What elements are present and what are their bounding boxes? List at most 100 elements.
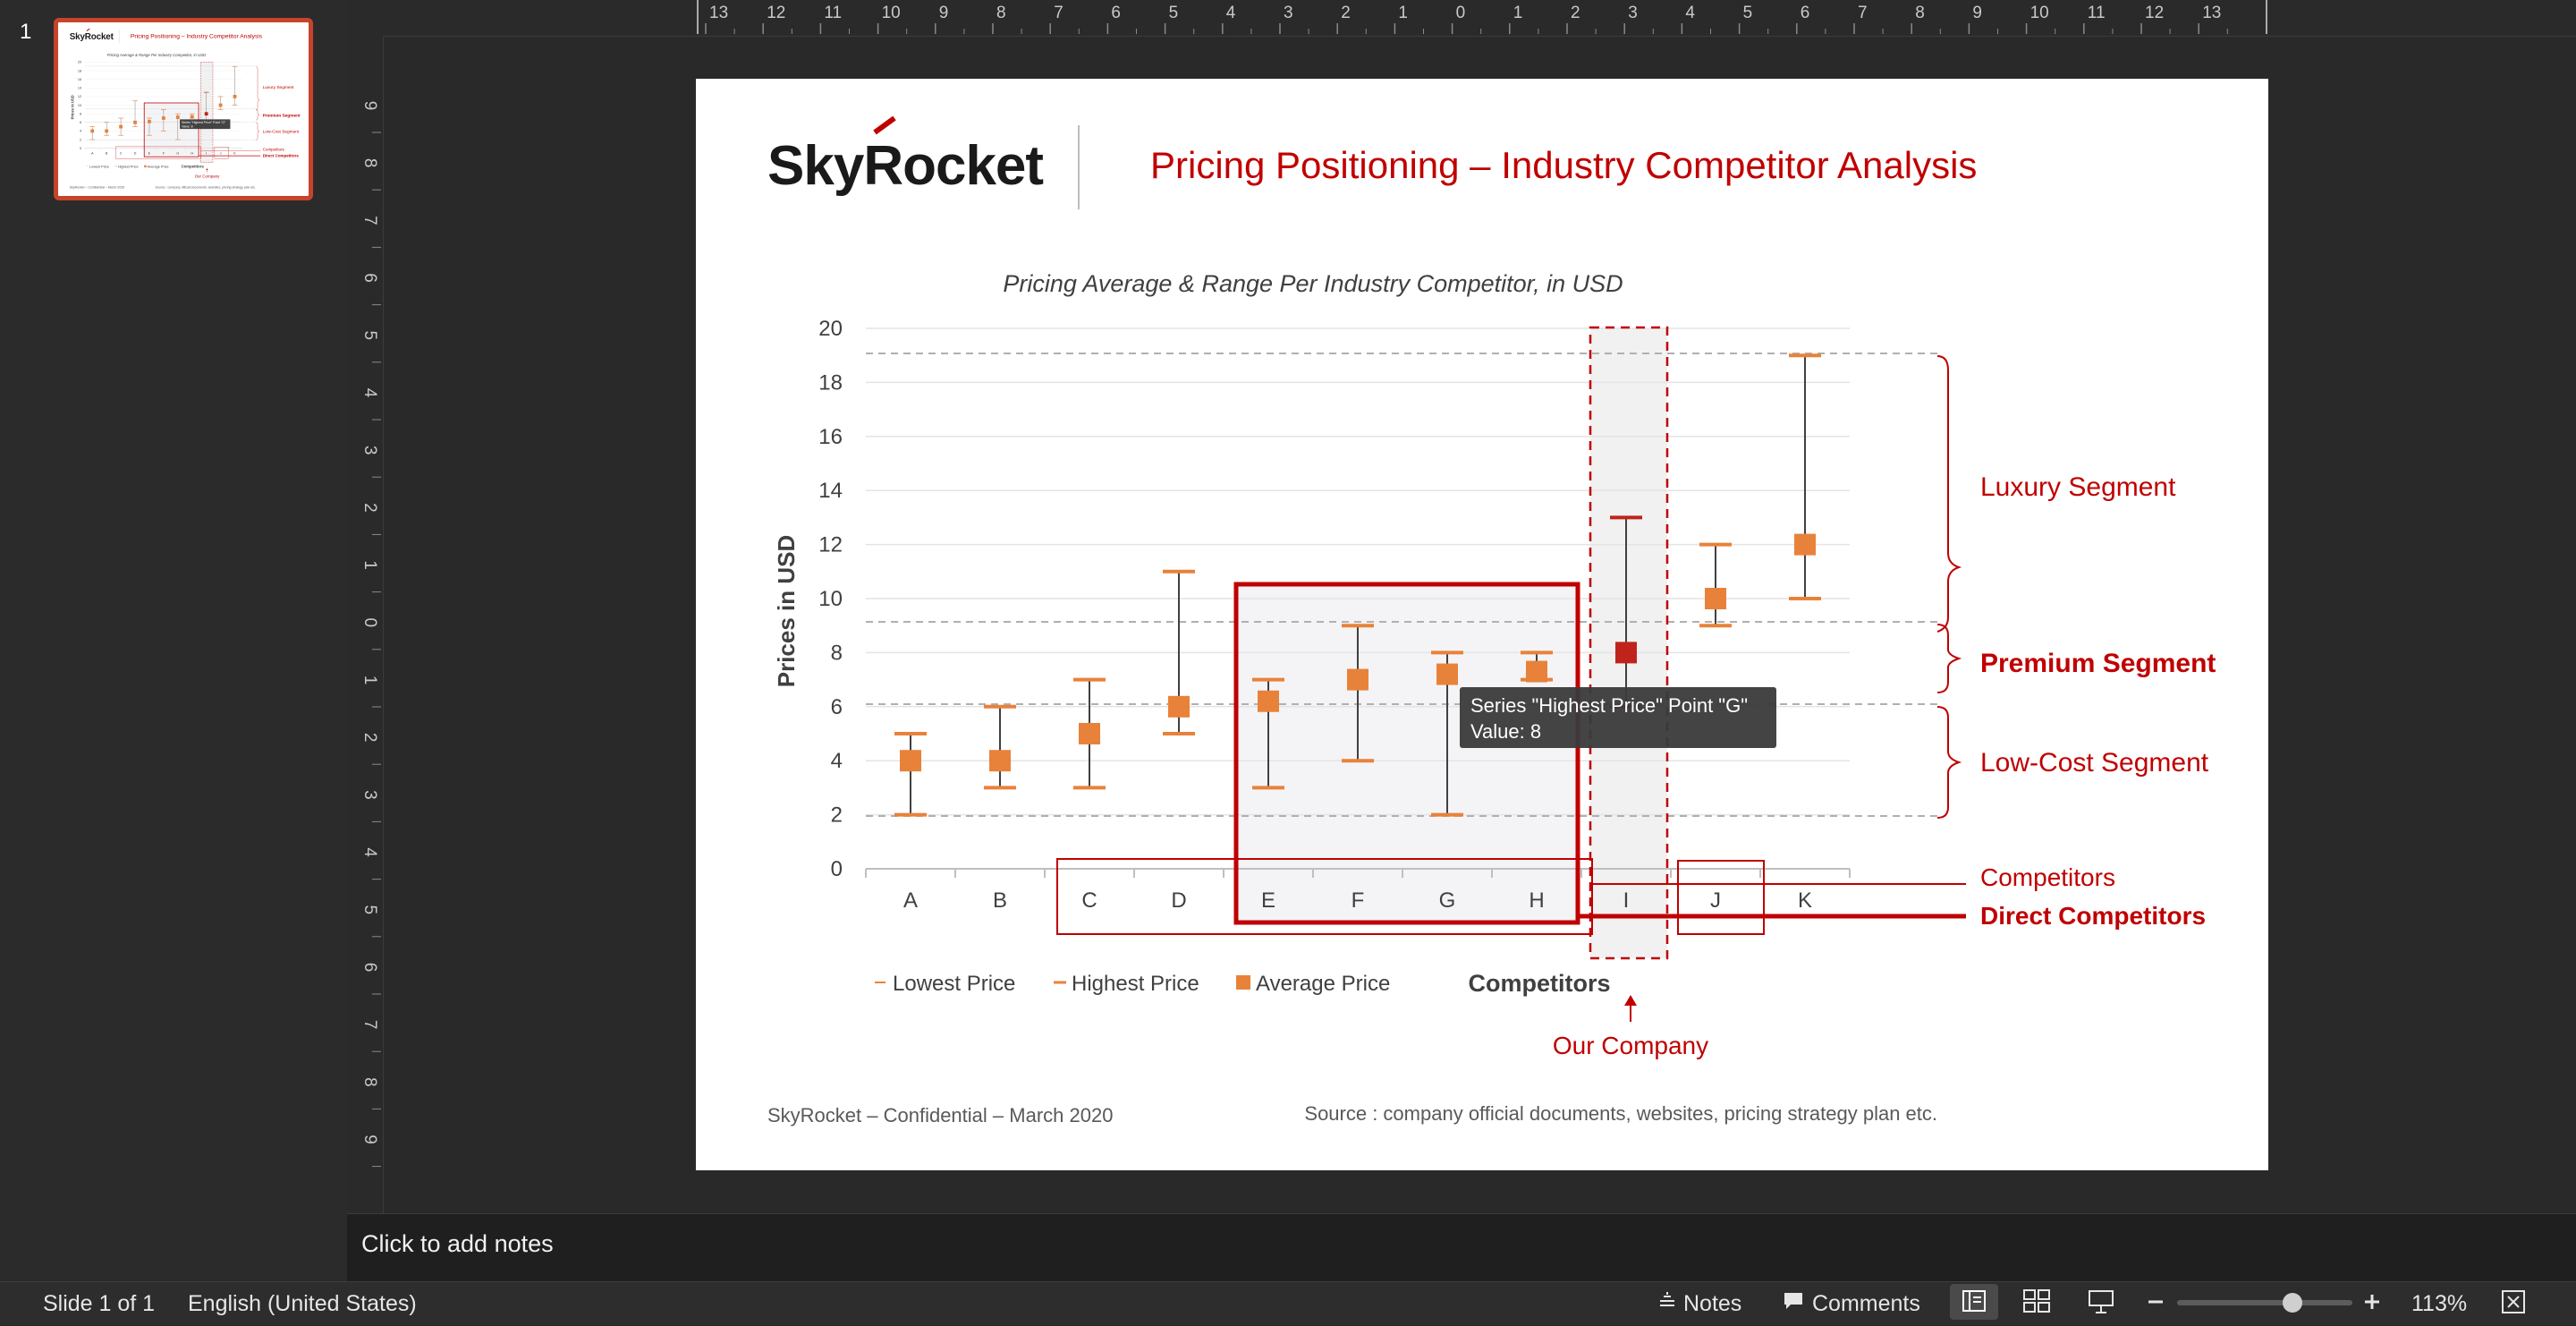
luxury-brace (256, 66, 260, 111)
average-price-point[interactable] (218, 103, 223, 107)
average-price-point[interactable] (175, 115, 180, 119)
notes-button[interactable]: Notes (1683, 1291, 1742, 1316)
vertical-ruler[interactable]: 9 8 7 6 5 4 3 2 1 0 1 2 3 4 5 6 7 8 9 (347, 36, 384, 1213)
our-company-callout: Our Company (195, 174, 220, 179)
premium-brace (256, 109, 260, 121)
ruler-label: 8 (996, 4, 1006, 22)
average-price-point[interactable] (148, 119, 151, 123)
vertical-ruler-ticks: 9 8 7 6 5 4 3 2 1 0 1 2 3 4 5 6 7 8 9 (360, 101, 381, 1168)
ruler-label: 2 (1341, 4, 1351, 22)
average-price-point[interactable] (1794, 533, 1816, 556)
ruler-label: 13 (2202, 4, 2221, 22)
average-price-point[interactable] (190, 115, 194, 119)
average-price-point[interactable] (1526, 660, 1547, 683)
slide-content: SkyRocket Pricing Positioning – Industry… (767, 115, 2216, 1126)
ruler-label: 8 (360, 158, 379, 168)
luxury-segment-label: Luxury Segment (263, 85, 294, 90)
ruler-label: 1 (360, 676, 379, 685)
average-price-point[interactable] (1168, 695, 1190, 718)
comments-icon[interactable] (1782, 1289, 1805, 1319)
average-price-point[interactable] (989, 750, 1011, 772)
average-price-point[interactable] (1615, 642, 1637, 664)
average-price-point[interactable] (233, 95, 237, 98)
average-price-point[interactable] (1436, 663, 1458, 685)
y-tick-label: 14 (818, 479, 843, 503)
ruler-label: 7 (360, 1020, 379, 1030)
ruler-label: 3 (1628, 4, 1638, 22)
ruler-label: 12 (767, 4, 785, 22)
x-tick-label: E (148, 152, 151, 156)
ruler-label: 4 (1226, 4, 1236, 22)
legend-average-label: Average Price (1256, 972, 1390, 996)
footer-left: SkyRocket – Confidential – March 2020 (767, 1104, 1113, 1126)
our-company-box (200, 62, 214, 163)
horizontal-ruler[interactable]: 13 12 11 10 9 8 7 6 5 4 3 2 1 0 1 2 3 4 5 6 7 8 9 10 11 12 13 (347, 0, 2576, 37)
ruler-label: 6 (1111, 4, 1121, 22)
ruler-label: 2 (360, 733, 379, 743)
slide-thumbnail[interactable]: SkyRocket Pricing Positioning – Industry… (54, 18, 313, 200)
x-tick-label: J (1710, 888, 1721, 913)
y-tick-label: 12 (818, 533, 843, 557)
average-price-point[interactable] (1705, 588, 1726, 609)
tooltip-line-2: Value: 8 (1470, 720, 1541, 743)
logo-text: SkyRocket (70, 32, 114, 42)
x-tick-label: C (120, 152, 123, 156)
average-price-point[interactable] (1347, 668, 1368, 691)
logo-text: SkyRocket (767, 135, 1043, 197)
lowcost-segment-label: Low-Cost Segment (1980, 748, 2209, 778)
x-tick-label: D (1171, 888, 1186, 913)
ruler-label: 1 (1398, 4, 1408, 22)
zoom-out-icon[interactable] (2147, 1291, 2165, 1317)
average-price-point[interactable] (1258, 690, 1279, 712)
competitor-j-box (214, 147, 229, 159)
thumbnail-pane: 1 SkyRocket Pricing Positioning – Indust… (0, 0, 347, 1281)
ruler-label: 7 (360, 216, 379, 225)
slide-sorter-icon[interactable] (2023, 1289, 2050, 1319)
slide-canvas[interactable]: SkyRocket Pricing Positioning – Industry… (696, 79, 2268, 1170)
average-price-point[interactable] (119, 124, 123, 129)
average-price-point[interactable] (105, 129, 109, 133)
normal-view-button[interactable] (1950, 1284, 1998, 1320)
notes-icon[interactable] (1657, 1289, 1678, 1317)
average-price-point[interactable] (1079, 723, 1100, 744)
horizontal-ruler-ticks: 13 12 11 10 9 8 7 6 5 4 3 2 1 0 1 2 3 4 5 6 7 8 9 10 11 12 13 (697, 0, 2267, 34)
ruler-label: 9 (360, 101, 379, 111)
notes-placeholder[interactable]: Click to add notes (361, 1230, 554, 1257)
competitors-box (1056, 858, 1593, 935)
chart-title: Pricing Average & Range Per Industry Com… (1003, 270, 1623, 297)
average-price-point[interactable] (900, 750, 921, 772)
fit-to-window-icon[interactable] (2501, 1289, 2526, 1321)
legend-average-swatch (144, 165, 147, 168)
presenter-view-icon[interactable] (2088, 1289, 2114, 1321)
ruler-label: 2 (360, 503, 379, 513)
zoom-slider[interactable] (2177, 1293, 2352, 1313)
comments-button[interactable]: Comments (1812, 1291, 1920, 1316)
x-tick-label: K (1798, 888, 1812, 913)
ruler-label: 0 (1456, 4, 1466, 22)
y-tick-label: 4 (831, 749, 843, 773)
x-axis-label: Competitors (182, 164, 205, 168)
average-price-point[interactable] (133, 120, 137, 124)
legend-average-label: Average Price (148, 165, 169, 168)
ruler-label: 3 (1284, 4, 1293, 22)
y-tick-label: 8 (80, 112, 81, 115)
average-price-point[interactable] (90, 129, 95, 133)
zoom-level[interactable]: 113% (2411, 1291, 2468, 1316)
direct-competitors-box (1233, 582, 1580, 925)
legend-lowest-label: Lowest Price (893, 972, 1015, 996)
average-price-point[interactable] (204, 112, 208, 116)
zoom-in-icon[interactable] (2363, 1291, 2381, 1317)
chart-legend: Lowest Price Highest Price Average Price (86, 165, 169, 168)
notes-pane[interactable]: Click to add notes (347, 1213, 2576, 1282)
y-tick-label: 2 (80, 138, 81, 141)
language-indicator[interactable]: English (United States) (188, 1291, 417, 1316)
average-price-point[interactable] (161, 116, 165, 120)
ruler-label: 5 (360, 905, 379, 915)
luxury-brace (1936, 355, 1962, 633)
x-tick-label: H (1529, 888, 1544, 913)
y-tick-label: 18 (818, 370, 843, 395)
y-tick-label: 2 (831, 803, 843, 828)
zoom-slider-knob[interactable] (2282, 1293, 2302, 1313)
ruler-label: 0 (360, 618, 379, 628)
y-tick-label: 8 (831, 641, 843, 665)
